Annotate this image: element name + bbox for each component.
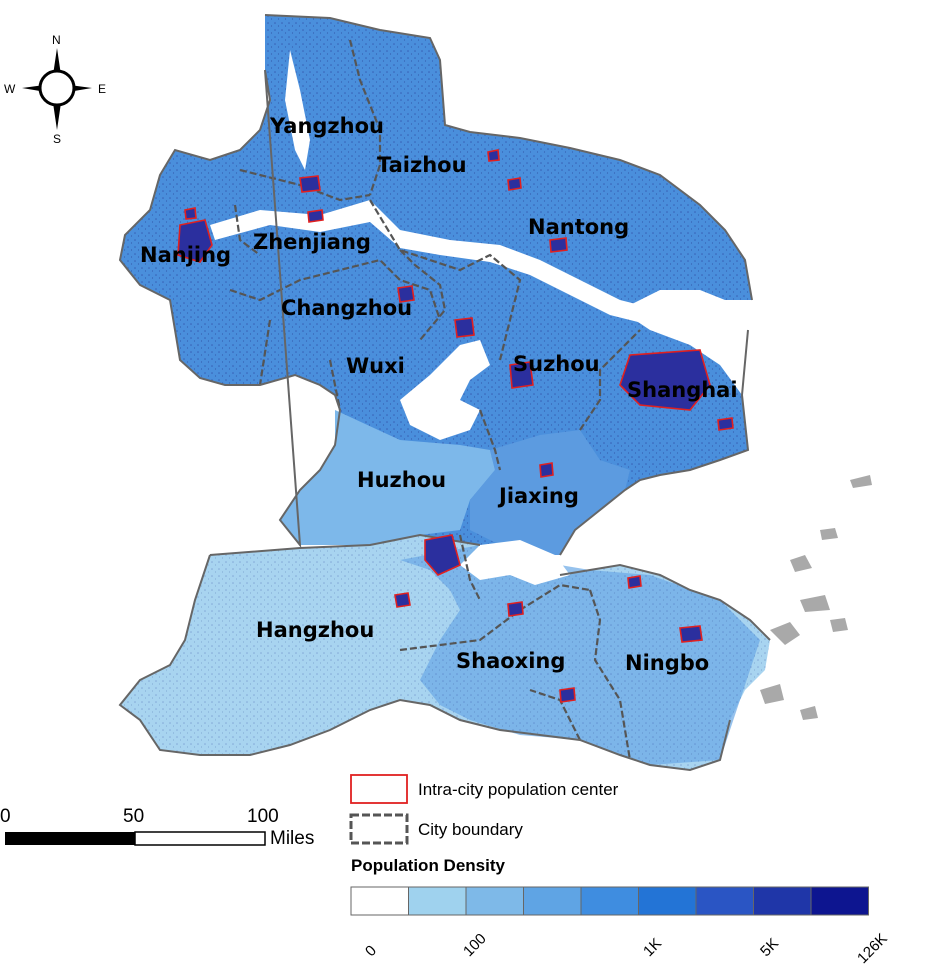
density-swatch	[408, 886, 467, 916]
density-swatch	[523, 886, 582, 916]
label-nantong: Nantong	[528, 215, 629, 239]
compass-rose: N S E W	[4, 33, 106, 146]
label-wuxi: Wuxi	[346, 354, 405, 378]
islands	[760, 475, 872, 720]
outer-boundary	[118, 14, 771, 772]
taihu-lake	[400, 340, 490, 440]
region-jiaxing	[470, 430, 630, 555]
compass-s: S	[53, 132, 61, 146]
legend-center-swatch	[350, 774, 408, 804]
label-hangzhou: Hangzhou	[256, 618, 374, 642]
label-huzhou: Huzhou	[357, 468, 446, 492]
yangtze-river	[210, 200, 752, 330]
density-swatch	[580, 886, 639, 916]
density-swatch	[465, 886, 524, 916]
label-shanghai: Shanghai	[627, 378, 738, 402]
qiantang-bay	[460, 540, 570, 585]
label-suzhou: Suzhou	[513, 352, 600, 376]
scale-tick-50: 50	[123, 806, 145, 827]
label-nanjing: Nanjing	[140, 243, 231, 267]
density-swatch	[695, 886, 754, 916]
density-swatch	[753, 886, 812, 916]
city-boundaries	[229, 39, 641, 761]
label-jiaxing: Jiaxing	[497, 484, 579, 508]
label-changzhou: Changzhou	[281, 296, 412, 320]
region-huzhou	[280, 410, 495, 545]
density-swatch	[350, 886, 409, 916]
density-swatch	[638, 886, 697, 916]
label-taizhou: Taizhou	[377, 153, 467, 177]
scale-tick-100: 100	[247, 806, 279, 827]
legend-center-label: Intra-city population center	[418, 780, 619, 799]
compass-e: E	[98, 82, 106, 96]
label-ningbo: Ningbo	[625, 651, 709, 675]
density-color-bar	[350, 886, 869, 916]
density-swatch	[810, 886, 869, 916]
compass-n: N	[52, 33, 61, 47]
label-yangzhou: Yangzhou	[269, 114, 384, 138]
legend-boundary-label: City boundary	[418, 820, 523, 839]
scale-tick-0: 0	[0, 806, 11, 827]
scale-unit: Miles	[270, 828, 315, 849]
legend-boundary-swatch	[349, 813, 409, 845]
legend-density-title: Population Density	[351, 856, 505, 875]
scale-bar	[5, 831, 266, 846]
compass-w: W	[4, 82, 16, 96]
label-zhenjiang: Zhenjiang	[253, 230, 371, 254]
label-shaoxing: Shaoxing	[456, 649, 565, 673]
population-centers	[177, 149, 734, 703]
